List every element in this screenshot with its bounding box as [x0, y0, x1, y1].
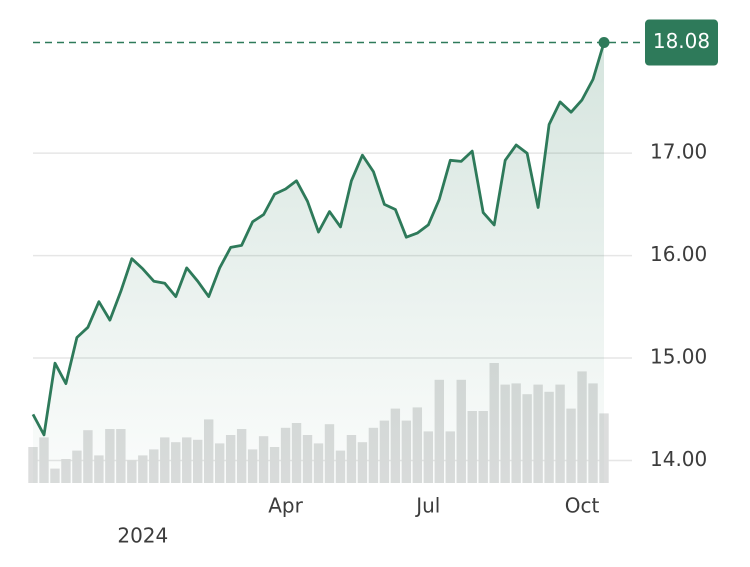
last-price-label: 18.08 [653, 29, 710, 53]
y-tick-label: 14.00 [650, 447, 707, 471]
y-tick-label: 16.00 [650, 242, 707, 266]
price-area [33, 42, 604, 483]
x-tick-label: Oct [565, 494, 600, 518]
x-tick-label: 2024 [117, 524, 168, 548]
y-tick-label: 15.00 [650, 345, 707, 369]
y-tick-label: 17.00 [650, 140, 707, 164]
last-price-box [645, 19, 718, 66]
x-tick-label: Apr [268, 494, 303, 518]
last-price-dot [598, 37, 610, 49]
x-tick-label: Jul [414, 494, 440, 518]
price-line [31, 42, 606, 437]
